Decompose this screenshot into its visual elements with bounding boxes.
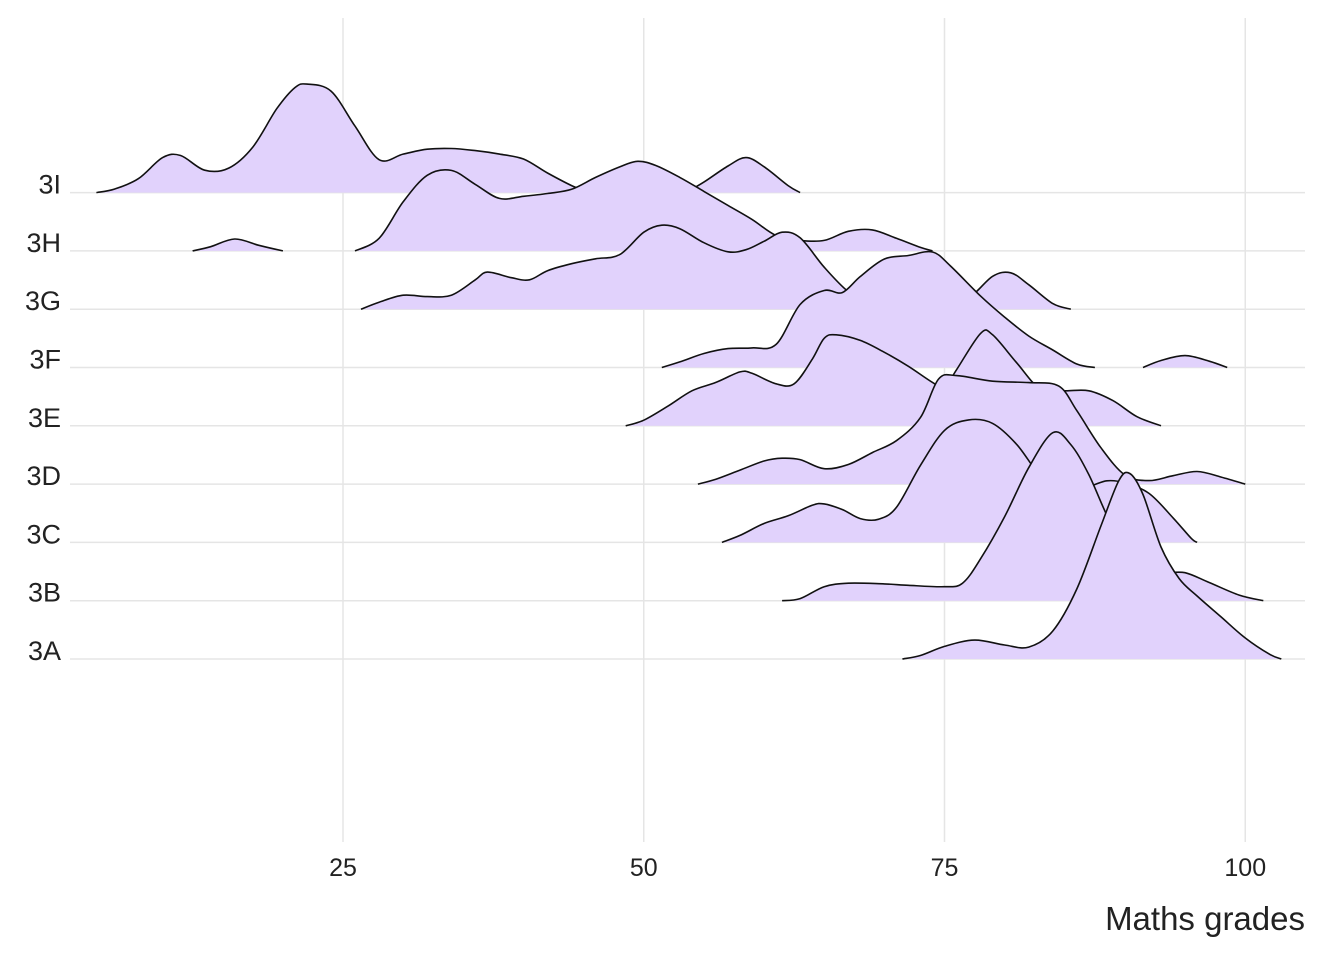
ridge-outline [685,156,801,194]
density-ridges [96,83,1282,660]
ridge-outline [1142,354,1228,369]
row-label-3a: 3A [28,636,61,666]
y-tick-labels: 3A 3B 3C 3D 3E 3F 3G 3H 3I [25,170,61,666]
ridge-fill [96,83,590,193]
row-label-3e: 3E [28,403,61,433]
row-label-3g: 3G [25,286,61,316]
ridge-fill [1143,355,1228,368]
row-label-3d: 3D [26,461,61,491]
ridge-fill [685,157,801,193]
ridge-outline [782,431,1264,602]
ridge-fill [192,238,283,251]
ridge-fill [902,472,1282,659]
row-label-3c: 3C [26,519,61,549]
ridge-3i [96,83,801,194]
ridge-fill [782,431,1264,601]
ridge-outline [192,238,284,252]
ridge-fill [361,225,1071,310]
ridge-outline [902,471,1282,660]
ridge-outline [96,83,590,194]
ridge-outline [661,250,1096,369]
ridge-fill [355,161,933,251]
x-axis-title: Maths grades [1105,900,1305,937]
row-label-3h: 3H [26,228,61,258]
ridge-3b [782,431,1264,602]
ridge-3h [192,160,933,252]
row-label-3i: 3I [38,170,61,200]
ridge-outline [697,373,1246,485]
x-tick-label: 100 [1224,854,1266,882]
ridge-outline [354,160,933,252]
row-label-3b: 3B [28,578,61,608]
ridge-3a [902,471,1282,660]
x-tick-label: 50 [630,854,658,882]
x-tick-labels: 25 50 75 100 [329,854,1266,882]
x-tick-label: 75 [931,854,959,882]
vertical-gridlines [342,18,1246,842]
x-tick-label: 25 [329,854,357,882]
row-label-3f: 3F [29,345,61,375]
